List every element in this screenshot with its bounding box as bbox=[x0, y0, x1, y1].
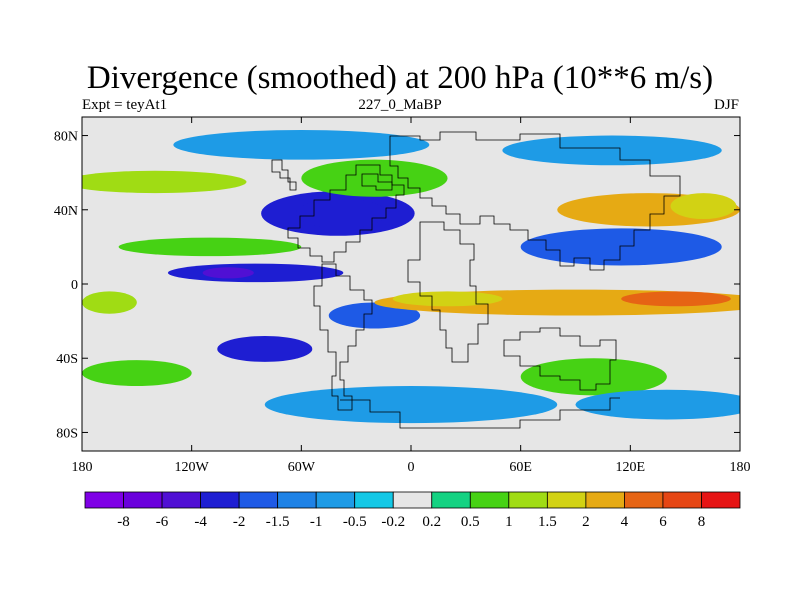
experiment-label: Expt = teyAt1 bbox=[82, 97, 168, 113]
colorbar-swatch bbox=[84, 491, 124, 509]
colorbar-label: 2 bbox=[582, 514, 590, 530]
colorbar-label: -0.5 bbox=[343, 514, 367, 530]
colorbar-swatch bbox=[123, 491, 163, 509]
colorbar-label: 0.5 bbox=[461, 514, 480, 530]
colorbar-label: -8 bbox=[117, 514, 130, 530]
coastline-south-america bbox=[313, 263, 373, 411]
colorbar-swatch bbox=[662, 491, 702, 509]
colorbar-swatch bbox=[392, 491, 433, 509]
colorbar-label: 6 bbox=[659, 514, 667, 530]
cluster-north-conv-east bbox=[502, 135, 722, 166]
coastline-eurasia bbox=[361, 131, 681, 271]
coastline-north-america bbox=[271, 159, 405, 263]
colorbar-swatch bbox=[161, 491, 201, 509]
coastline-australia bbox=[503, 327, 617, 391]
cluster-asia-conv bbox=[520, 228, 722, 266]
colorbar-label: 0.2 bbox=[422, 514, 441, 530]
colorbar-swatch bbox=[508, 491, 548, 509]
colorbar-label: -2 bbox=[233, 514, 246, 530]
cluster-nh-div bbox=[301, 159, 448, 197]
x-tick-label: 120E bbox=[616, 460, 646, 475]
x-tick-label: 180 bbox=[72, 460, 93, 475]
cluster-sh-div bbox=[520, 358, 667, 396]
colorbar-label: 1.5 bbox=[538, 514, 557, 530]
axis-ticks bbox=[81, 117, 741, 451]
y-tick-label: 40N bbox=[54, 204, 78, 219]
colorbar-swatch bbox=[277, 491, 317, 509]
cluster-trop-pac-conv bbox=[167, 263, 344, 283]
coastline-africa bbox=[407, 221, 489, 363]
colorbar-label: -1 bbox=[310, 514, 323, 530]
plot-title: Divergence (smoothed) at 200 hPa (10**6 … bbox=[86, 60, 714, 96]
colorbar-swatch bbox=[624, 491, 664, 509]
cluster-south-conv bbox=[264, 386, 558, 424]
colorbar-label: -4 bbox=[194, 514, 207, 530]
y-tick-label: 80S bbox=[56, 426, 78, 441]
coastline bbox=[271, 131, 681, 429]
y-tick-label: 40S bbox=[56, 352, 78, 367]
cluster-sh-div-west bbox=[82, 360, 192, 387]
colorbar-label: -6 bbox=[156, 514, 169, 530]
cluster-nam-conv-core bbox=[295, 198, 388, 229]
axis-labels: 180 120W 60W 0 60E 120E 180 80N 40N 0 40S 80S bbox=[54, 130, 751, 475]
colorbar-swatch bbox=[354, 491, 394, 509]
x-tick-label: 0 bbox=[408, 460, 415, 475]
colorbar-swatch bbox=[546, 491, 587, 509]
x-tick-label: 120W bbox=[175, 460, 210, 475]
colorbar-swatch bbox=[469, 491, 510, 509]
colorbar-labels: -8 -6 -4 -2 -1.5 -1 -0.5 -0.2 0.2 0.5 1 1.5 2 4 6 8 bbox=[117, 514, 705, 530]
colorbar-label: -0.2 bbox=[381, 514, 405, 530]
colorbar-swatch bbox=[315, 491, 356, 509]
cluster-trop-pac-core bbox=[202, 267, 254, 279]
x-tick-label: 180 bbox=[730, 460, 751, 475]
cluster-asia-div-east bbox=[670, 193, 737, 220]
cluster-nh-band bbox=[82, 170, 247, 194]
cluster-atl-conv bbox=[328, 302, 421, 329]
cluster-eq-div-core bbox=[621, 291, 731, 307]
cluster-south-conv-east bbox=[575, 389, 740, 420]
colorbar-swatch bbox=[200, 491, 240, 509]
y-tick-label: 80N bbox=[54, 130, 78, 145]
colorbar-swatch bbox=[431, 491, 471, 509]
divergence-field bbox=[82, 129, 740, 424]
cluster-subtrop-div bbox=[118, 237, 302, 257]
colorbar-label: 1 bbox=[505, 514, 513, 530]
cluster-north-conv bbox=[173, 129, 430, 160]
x-tick-label: 60E bbox=[509, 460, 532, 475]
run-label: 227_0_MaBP bbox=[358, 97, 442, 113]
cluster-sh-conv bbox=[217, 335, 313, 362]
colorbar-label: 4 bbox=[621, 514, 629, 530]
cluster-westpac-div bbox=[82, 291, 137, 314]
colorbar-swatch bbox=[238, 491, 279, 509]
colorbar-label: -1.5 bbox=[266, 514, 290, 530]
x-tick-label: 60W bbox=[288, 460, 316, 475]
coastline-antarctica bbox=[340, 397, 620, 429]
colorbar-label: 8 bbox=[698, 514, 706, 530]
colorbar-swatch bbox=[585, 491, 625, 509]
y-tick-label: 0 bbox=[71, 278, 78, 293]
colorbar-swatch bbox=[701, 491, 741, 509]
colorbar bbox=[84, 491, 741, 509]
season-label: DJF bbox=[713, 97, 739, 113]
